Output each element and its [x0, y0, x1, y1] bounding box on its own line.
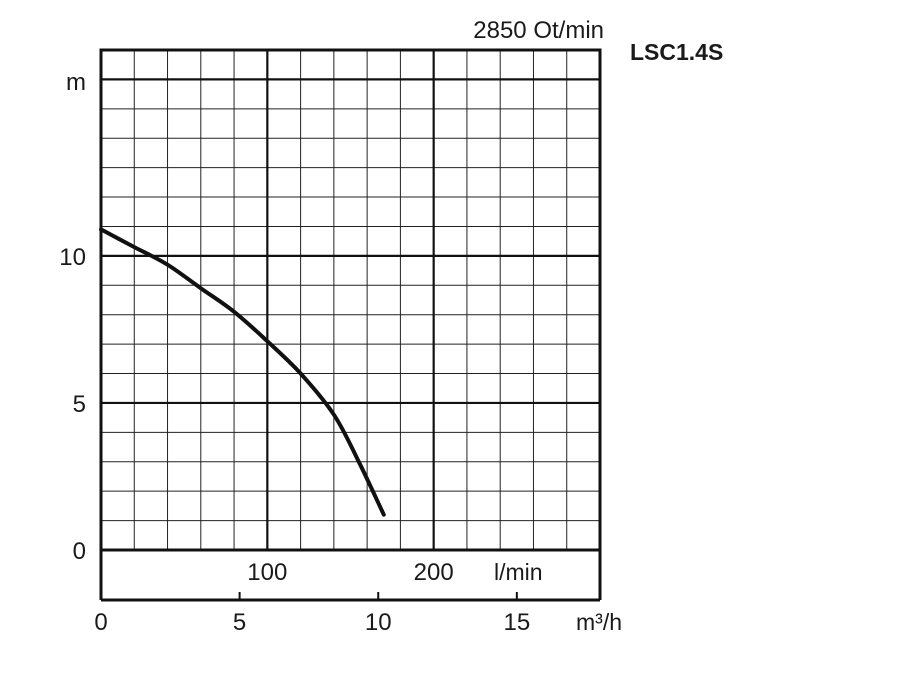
y-unit-label: m — [66, 69, 86, 96]
plot-frame — [99, 48, 602, 552]
m3h-unit-label: m³/h — [576, 609, 622, 635]
pump-curve-line — [99, 227, 386, 517]
y-tick-label: 0 — [73, 538, 86, 565]
m3h-tick-labels: 0 5 10 15 — [94, 609, 530, 636]
speed-label: 2850 Ot/min — [473, 17, 604, 44]
y-tick-label: 5 — [73, 391, 86, 418]
y-tick-label: 10 — [59, 244, 86, 271]
m3h-tick-label: 0 — [94, 609, 107, 636]
grid-major — [101, 50, 600, 550]
y-tick-labels: 0 5 10 — [59, 244, 86, 565]
m3h-tick-marks — [238, 592, 518, 600]
m3h-tick-label: 15 — [503, 609, 530, 636]
m3h-tick-label: 10 — [365, 609, 392, 636]
lmin-unit-label: l/min — [494, 559, 543, 585]
model-label: LSC1.4S — [630, 39, 723, 65]
lmin-tick-label: 100 — [247, 559, 287, 586]
grid-minor — [101, 50, 600, 550]
lmin-tick-labels: 100 200 — [247, 559, 453, 586]
lmin-tick-label: 200 — [414, 559, 454, 586]
m3h-tick-label: 5 — [233, 609, 246, 636]
